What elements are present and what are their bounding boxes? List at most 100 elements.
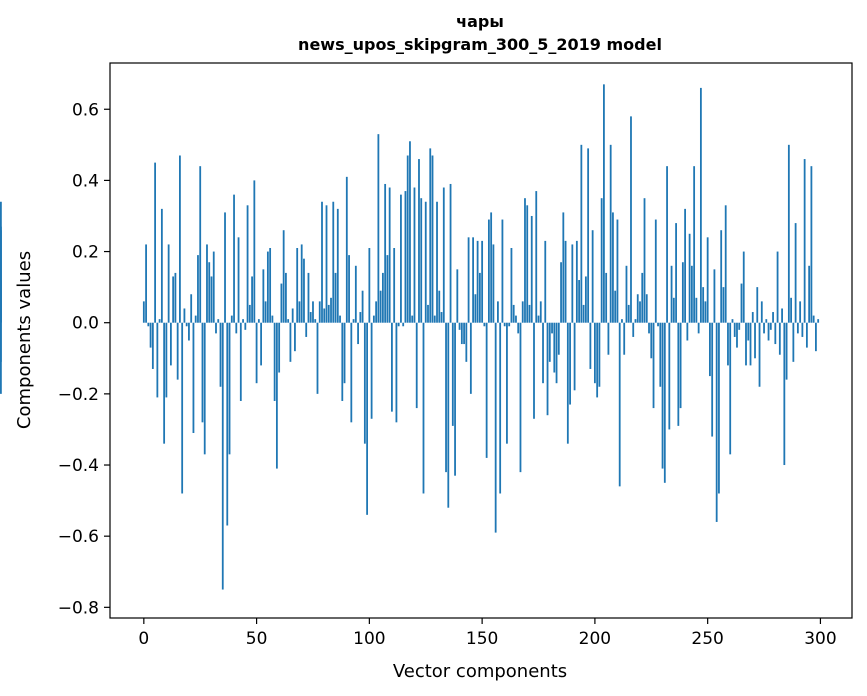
bar-component-157 <box>497 301 499 323</box>
bar-component-137 <box>451 322 454 426</box>
bar-component-14 <box>174 272 177 323</box>
bar-component-190 <box>571 244 574 323</box>
bar-component-155 <box>492 244 495 323</box>
bar-component-251 <box>709 322 711 377</box>
bar-component-24 <box>197 255 199 323</box>
bar-component-68 <box>296 248 299 323</box>
bar-component-51 <box>257 319 260 323</box>
bar-component-283 <box>781 308 783 323</box>
bar-component-17 <box>181 322 184 494</box>
bar-component-4 <box>151 322 154 369</box>
bar-component-5 <box>154 162 156 323</box>
bar-component-241 <box>686 322 689 341</box>
bar-component-237 <box>677 322 680 426</box>
x-axis-label: Vector components <box>393 661 567 682</box>
bar-component-undefined <box>0 201 2 323</box>
bar-component-235 <box>672 297 675 323</box>
bar-component-263 <box>736 322 738 348</box>
bar-component-225 <box>650 322 653 359</box>
bar-component-256 <box>720 230 723 323</box>
bar-component-96 <box>359 312 362 323</box>
bar-component-297 <box>812 315 815 323</box>
bar-component-143 <box>465 322 468 362</box>
bar-component-18 <box>183 308 186 323</box>
bar-component-141 <box>460 322 463 345</box>
bar-component-163 <box>510 248 513 323</box>
bar-component-49 <box>253 180 256 323</box>
bar-component-150 <box>481 240 484 323</box>
y-tick-label: 0.6 <box>72 100 99 120</box>
bar-component-64 <box>287 319 290 323</box>
bar-component-209 <box>614 290 617 323</box>
bar-component-184 <box>557 322 560 355</box>
bar-component-46 <box>246 205 249 323</box>
bar-component-138 <box>454 322 456 476</box>
bar-component-284 <box>783 322 786 466</box>
bar-component-22 <box>192 322 195 433</box>
bar-component-106 <box>381 272 384 323</box>
bar-component-91 <box>348 255 350 323</box>
y-tick-label: −0.4 <box>58 456 99 476</box>
bar-component-183 <box>555 322 558 384</box>
bar-component-0 <box>142 301 145 323</box>
y-axis: −0.8 −0.6 −0.4 −0.2 0.0 0.2 0.4 0.6 <box>58 100 110 618</box>
bar-component-258 <box>724 205 727 323</box>
bar-component-97 <box>361 290 364 323</box>
bar-component-152 <box>485 322 488 458</box>
bar-component-231 <box>663 322 666 483</box>
bar-component-182 <box>553 322 556 373</box>
x-tick-label: 100 <box>353 629 385 649</box>
bar-component-290 <box>796 322 799 334</box>
bar-component-93 <box>352 319 355 323</box>
bar-component-59 <box>275 322 278 469</box>
bar-component-148 <box>476 240 479 323</box>
bar-component-85 <box>334 272 337 323</box>
x-tick-label: 250 <box>691 629 723 649</box>
bar-component-266 <box>742 251 745 323</box>
bar-component-126 <box>427 304 429 323</box>
bar-component-70 <box>300 244 303 323</box>
bar-component-192 <box>575 240 578 323</box>
y-axis-label: Components values <box>14 251 35 429</box>
bar-component-295 <box>808 265 811 323</box>
bar-component-104 <box>377 134 380 323</box>
bar-component-9 <box>163 322 166 444</box>
bar-component-107 <box>384 183 387 323</box>
bar-component-236 <box>675 223 677 323</box>
bar-component-128 <box>431 155 434 323</box>
bar-component-78 <box>318 301 321 323</box>
bar-component-2 <box>147 322 150 327</box>
bar-component-160 <box>503 322 506 327</box>
bar-component-198 <box>589 322 592 369</box>
bar-component-227 <box>654 219 657 323</box>
y-tick-label: 0.2 <box>72 243 99 263</box>
bar-component-191 <box>573 322 576 391</box>
bar-component-101 <box>370 322 373 419</box>
bar-component-293 <box>803 159 806 323</box>
bar-component-277 <box>767 322 770 341</box>
bar-component-169 <box>524 198 526 323</box>
bar-component-294 <box>805 322 808 348</box>
bar-component-167 <box>519 322 522 473</box>
y-tick-label: −0.6 <box>58 527 99 547</box>
bar-component-213 <box>623 322 626 355</box>
bar-component-75 <box>312 301 314 323</box>
bar-component-39 <box>230 315 233 323</box>
x-tick-label: 50 <box>246 629 268 649</box>
bar-component-20 <box>188 322 190 341</box>
x-tick-label: 200 <box>579 629 611 649</box>
bar-component-37 <box>226 322 229 526</box>
plot-frame <box>109 62 853 619</box>
bar-component-100 <box>368 248 371 323</box>
bar-component-31 <box>212 251 215 323</box>
bar-component-35 <box>221 322 224 590</box>
bar-component-153 <box>487 219 490 323</box>
x-tick-label: 300 <box>804 629 836 649</box>
bar-component-8 <box>160 208 163 323</box>
bar-component-54 <box>264 301 267 323</box>
bar-component-28 <box>206 244 208 323</box>
bar-component-81 <box>325 205 328 323</box>
bar-component-53 <box>262 269 265 323</box>
bar-component-244 <box>693 166 696 323</box>
